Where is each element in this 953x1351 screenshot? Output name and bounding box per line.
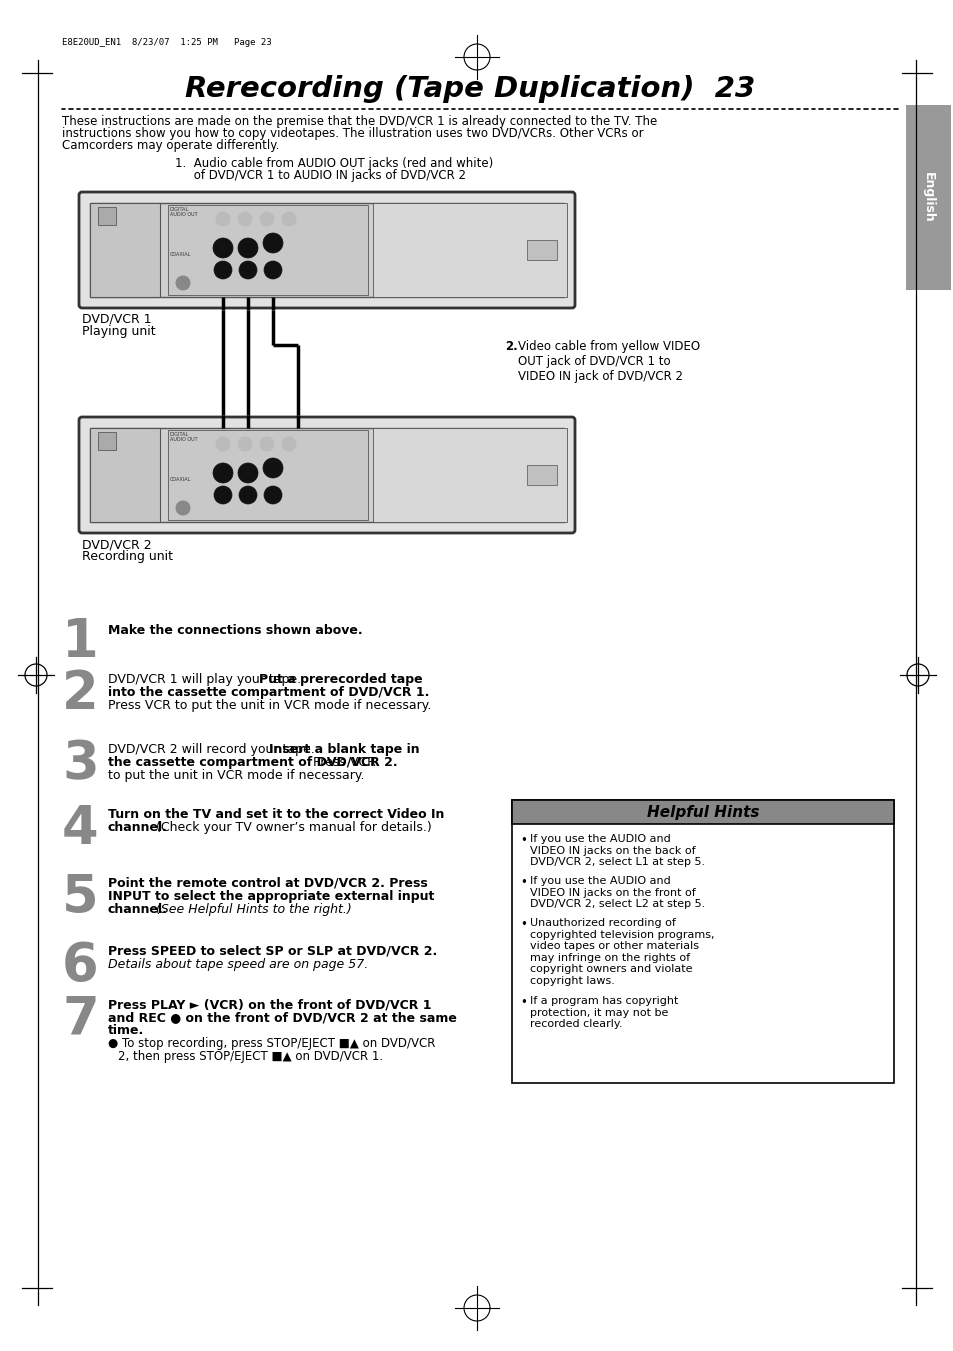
Text: DVD/VCR 1: DVD/VCR 1 (82, 313, 152, 326)
Text: English: English (921, 172, 934, 223)
Text: DIGITAL: DIGITAL (170, 207, 189, 212)
Text: 3: 3 (62, 738, 99, 790)
Circle shape (175, 276, 190, 290)
Circle shape (239, 486, 256, 504)
Text: E8E20UD_EN1  8/23/07  1:25 PM   Page 23: E8E20UD_EN1 8/23/07 1:25 PM Page 23 (62, 38, 272, 47)
Bar (98, 432, 116, 450)
Text: Rerecording (Tape Duplication)  23: Rerecording (Tape Duplication) 23 (185, 76, 755, 103)
Circle shape (239, 261, 256, 280)
Text: Press PLAY ► (VCR) on the front of DVD/VCR 1: Press PLAY ► (VCR) on the front of DVD/V… (108, 998, 431, 1011)
Text: Put a prerecorded tape: Put a prerecorded tape (259, 673, 422, 686)
FancyBboxPatch shape (79, 417, 575, 534)
Circle shape (215, 212, 230, 226)
Bar (526, 465, 557, 485)
Circle shape (237, 463, 257, 484)
Circle shape (263, 232, 283, 253)
Text: •: • (519, 834, 526, 847)
Bar (373, 428, 566, 521)
Text: 7: 7 (62, 993, 99, 1046)
Text: •: • (519, 917, 526, 931)
Text: COAXIAL: COAXIAL (170, 477, 192, 482)
Text: •: • (519, 996, 526, 1009)
Bar (90, 203, 563, 297)
Text: Helpful Hints: Helpful Hints (646, 804, 759, 820)
Bar (168, 205, 368, 295)
Text: Unauthorized recording of
copyrighted television programs,
video tapes or other : Unauthorized recording of copyrighted te… (530, 917, 714, 986)
Text: Press VCR to put the unit in VCR mode if necessary.: Press VCR to put the unit in VCR mode if… (108, 698, 431, 712)
Text: Insert a blank tape in: Insert a blank tape in (269, 743, 419, 757)
Text: 2.: 2. (504, 340, 517, 353)
Text: Recording unit: Recording unit (82, 550, 172, 563)
Circle shape (213, 261, 232, 280)
Circle shape (264, 486, 282, 504)
Text: of DVD/VCR 1 to AUDIO IN jacks of DVD/VCR 2: of DVD/VCR 1 to AUDIO IN jacks of DVD/VC… (174, 169, 465, 182)
Text: 1: 1 (62, 616, 99, 667)
Bar (526, 240, 557, 259)
Circle shape (282, 212, 295, 226)
Text: channel.: channel. (108, 821, 168, 834)
Bar (373, 203, 566, 297)
Text: 2, then press STOP/EJECT ■▲ on DVD/VCR 1.: 2, then press STOP/EJECT ■▲ on DVD/VCR 1… (118, 1050, 383, 1063)
Bar (512, 800, 893, 824)
Text: •: • (519, 875, 526, 889)
Text: 4: 4 (62, 802, 98, 855)
Bar (90, 428, 160, 521)
Text: Details about tape speed are on page 57.: Details about tape speed are on page 57. (108, 958, 368, 971)
Text: COAXIAL: COAXIAL (170, 253, 192, 257)
Text: INPUT to select the appropriate external input: INPUT to select the appropriate external… (108, 890, 434, 902)
Circle shape (215, 436, 230, 451)
Text: Make the connections shown above.: Make the connections shown above. (108, 624, 362, 638)
Text: These instructions are made on the premise that the DVD/VCR 1 is already connect: These instructions are made on the premi… (62, 115, 657, 128)
Text: Press SPEED to select SP or SLP at DVD/VCR 2.: Press SPEED to select SP or SLP at DVD/V… (108, 944, 436, 958)
Text: DVD/VCR 2 will record your tape.: DVD/VCR 2 will record your tape. (108, 743, 318, 757)
Text: If you use the AUDIO and
VIDEO IN jacks on the front of
DVD/VCR 2, select L2 at : If you use the AUDIO and VIDEO IN jacks … (530, 875, 704, 909)
Text: 2: 2 (62, 667, 99, 720)
Circle shape (237, 238, 257, 258)
Circle shape (282, 436, 295, 451)
Text: ● To stop recording, press STOP/EJECT ■▲ on DVD/VCR: ● To stop recording, press STOP/EJECT ■▲… (108, 1038, 435, 1050)
Bar (905, 105, 950, 290)
Circle shape (260, 212, 274, 226)
Text: Playing unit: Playing unit (82, 326, 155, 338)
FancyBboxPatch shape (79, 192, 575, 308)
Text: Turn on the TV and set it to the correct Video In: Turn on the TV and set it to the correct… (108, 808, 444, 821)
Text: channel.: channel. (108, 902, 168, 916)
Text: Video cable from yellow VIDEO
OUT jack of DVD/VCR 1 to
VIDEO IN jack of DVD/VCR : Video cable from yellow VIDEO OUT jack o… (517, 340, 700, 382)
Bar (512, 800, 893, 1084)
Bar (98, 207, 116, 226)
Text: AUDIO OUT: AUDIO OUT (170, 212, 197, 218)
Text: the cassette compartment of DVD/VCR 2.: the cassette compartment of DVD/VCR 2. (108, 757, 397, 769)
Text: Press VCR: Press VCR (309, 757, 375, 769)
Text: into the cassette compartment of DVD/VCR 1.: into the cassette compartment of DVD/VCR… (108, 686, 429, 698)
Text: Camcorders may operate differently.: Camcorders may operate differently. (62, 139, 279, 153)
Text: to put the unit in VCR mode if necessary.: to put the unit in VCR mode if necessary… (108, 769, 364, 782)
Circle shape (263, 458, 283, 478)
Text: DIGITAL: DIGITAL (170, 432, 189, 436)
Text: Point the remote control at DVD/VCR 2. Press: Point the remote control at DVD/VCR 2. P… (108, 877, 427, 890)
Circle shape (175, 501, 190, 515)
Text: 6: 6 (62, 940, 99, 992)
Text: DVD/VCR 2: DVD/VCR 2 (82, 538, 152, 551)
Bar (90, 203, 160, 297)
Text: and REC ● on the front of DVD/VCR 2 at the same: and REC ● on the front of DVD/VCR 2 at t… (108, 1011, 456, 1024)
Bar (90, 428, 563, 521)
Circle shape (260, 436, 274, 451)
Circle shape (213, 463, 233, 484)
Text: 1.  Audio cable from AUDIO OUT jacks (red and white): 1. Audio cable from AUDIO OUT jacks (red… (174, 157, 493, 170)
Text: If a program has copyright
protection, it may not be
recorded clearly.: If a program has copyright protection, i… (530, 996, 678, 1029)
Circle shape (264, 261, 282, 280)
Text: DVD/VCR 1 will play your tape.: DVD/VCR 1 will play your tape. (108, 673, 305, 686)
Circle shape (237, 212, 252, 226)
Text: If you use the AUDIO and
VIDEO IN jacks on the back of
DVD/VCR 2, select L1 at s: If you use the AUDIO and VIDEO IN jacks … (530, 834, 704, 867)
Text: (See Helpful Hints to the right.): (See Helpful Hints to the right.) (152, 902, 352, 916)
Text: time.: time. (108, 1024, 144, 1038)
Circle shape (213, 486, 232, 504)
Bar (168, 430, 368, 520)
Text: 5: 5 (62, 871, 98, 924)
Text: (Check your TV owner’s manual for details.): (Check your TV owner’s manual for detail… (152, 821, 432, 834)
Circle shape (237, 436, 252, 451)
Circle shape (213, 238, 233, 258)
Text: AUDIO OUT: AUDIO OUT (170, 436, 197, 442)
Text: instructions show you how to copy videotapes. The illustration uses two DVD/VCRs: instructions show you how to copy videot… (62, 127, 643, 141)
